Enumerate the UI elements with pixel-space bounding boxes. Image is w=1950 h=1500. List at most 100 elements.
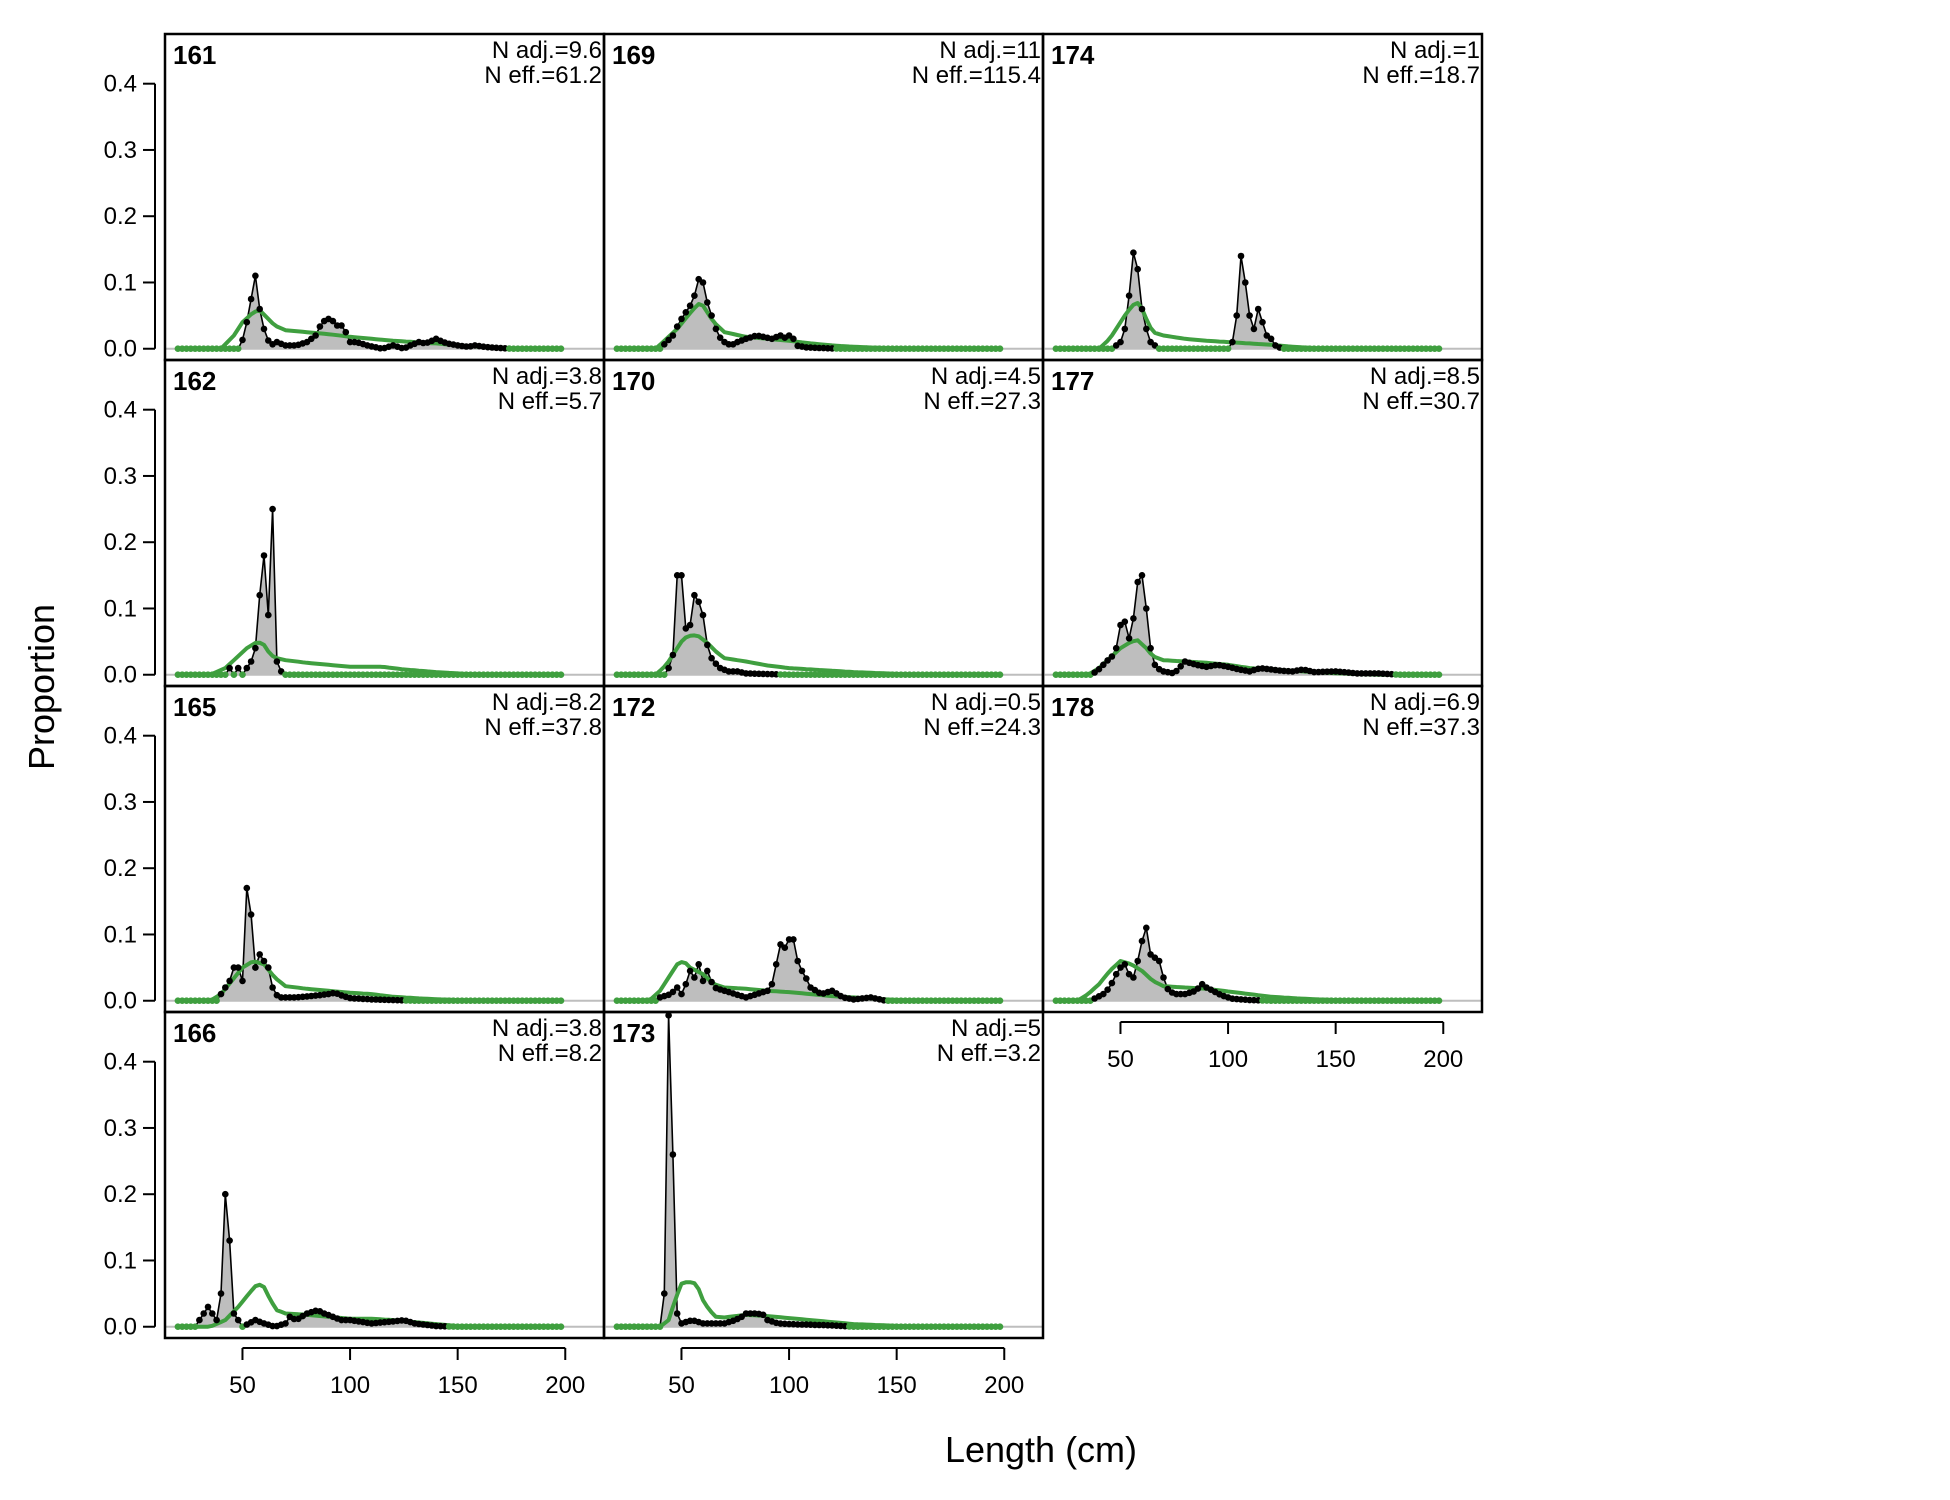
x-tick-label: 100: [330, 1372, 370, 1399]
observed-area: [616, 279, 1000, 349]
data-point: [764, 987, 771, 995]
data-point: [265, 964, 272, 971]
data-point: [673, 323, 681, 330]
panel-162: 162 N adj.=3.8N eff.=5.7: [163, 358, 606, 688]
data-point: [1134, 578, 1141, 586]
panel-169: 169 N adj.=11N eff.=115.4: [602, 32, 1045, 362]
data-point: [1435, 345, 1443, 353]
data-point: [252, 644, 259, 652]
data-point: [1143, 325, 1150, 333]
panel-plot-area: [604, 1012, 1043, 1330]
data-point: [768, 980, 776, 988]
data-point: [1138, 305, 1146, 313]
data-point: [1147, 644, 1154, 652]
data-point: [669, 332, 677, 339]
data-point: [1267, 335, 1275, 343]
panel-plot-area: [1043, 249, 1482, 353]
data-point: [1108, 979, 1116, 987]
data-point: [691, 974, 698, 981]
n-adj-label: N adj.=1: [1390, 37, 1480, 64]
data-point: [708, 654, 715, 662]
data-point: [243, 318, 251, 326]
panel-plot-area: [165, 1190, 604, 1330]
data-point: [273, 658, 281, 665]
data-point: [708, 312, 715, 319]
data-point: [704, 967, 711, 975]
x-tick-label: 50: [1107, 1046, 1134, 1073]
x-tick-label: 200: [545, 1372, 585, 1399]
panel-173: 173 N adj.=5N eff.=3.2: [602, 1010, 1045, 1340]
n-adj-label: N adj.=8.5: [1370, 363, 1480, 390]
data-point: [217, 1290, 225, 1297]
data-point: [239, 977, 246, 985]
panel-id-label: 162: [173, 366, 216, 396]
data-point: [213, 1316, 220, 1324]
n-eff-label: N eff.=8.2: [498, 1040, 602, 1067]
data-point: [1100, 661, 1107, 669]
panel-plot-area: [165, 272, 604, 353]
data-point: [1259, 318, 1266, 326]
data-point: [803, 975, 810, 982]
data-point: [678, 572, 685, 579]
y-tick-label: 0.2: [104, 1181, 137, 1208]
data-point: [673, 984, 681, 991]
data-point: [686, 302, 694, 310]
data-point: [557, 997, 565, 1004]
data-point: [759, 1311, 767, 1319]
data-point: [678, 315, 685, 323]
n-adj-label: N adj.=3.8: [492, 1015, 602, 1042]
data-point: [1242, 279, 1249, 286]
data-point: [234, 664, 242, 672]
data-point: [669, 651, 677, 659]
n-adj-label: N adj.=5: [951, 1015, 1041, 1042]
x-tick-label: 150: [1316, 1046, 1356, 1073]
x-tick-label: 50: [668, 1372, 695, 1399]
data-point: [234, 345, 242, 353]
x-tick-label: 150: [877, 1372, 917, 1399]
n-eff-label: N eff.=18.7: [1362, 62, 1480, 89]
data-point: [691, 292, 698, 300]
panel-frame: [602, 1010, 1045, 1340]
data-point: [247, 911, 255, 918]
y-tick-label: 0.4: [104, 723, 137, 750]
observed-line: [177, 509, 561, 677]
data-point: [1246, 312, 1253, 319]
y-tick-label: 0.4: [104, 1049, 137, 1076]
y-axis-layer: 0.00.10.20.30.40.00.10.20.30.40.00.10.20…: [104, 71, 156, 1341]
n-adj-label: N adj.=0.5: [931, 689, 1041, 716]
data-point: [716, 334, 724, 342]
data-point: [996, 1323, 1004, 1330]
observed-area: [1055, 575, 1439, 675]
data-point: [665, 664, 672, 672]
n-eff-label: N eff.=37.8: [484, 714, 602, 741]
data-point: [329, 317, 337, 325]
data-point: [239, 336, 246, 344]
x-axis-col-1: 50 100 150 200: [229, 1347, 585, 1399]
data-point: [1130, 974, 1137, 981]
data-point: [1254, 305, 1262, 313]
data-point: [682, 309, 690, 316]
data-point: [673, 1310, 681, 1317]
y-axis-row-1: 0.0 0.1 0.2 0.3 0.4: [104, 71, 156, 363]
data-point: [1194, 985, 1202, 992]
panel-plot-area: [604, 572, 1043, 678]
data-point: [1134, 265, 1141, 273]
data-point: [790, 936, 797, 943]
data-point: [686, 621, 694, 629]
data-point: [222, 984, 229, 991]
panel-id-label: 172: [612, 692, 655, 722]
n-eff-label: N eff.=27.3: [923, 388, 1041, 415]
panel-id-label: 166: [173, 1018, 216, 1048]
data-point: [265, 337, 272, 344]
panel-plot-area: [1043, 924, 1482, 1004]
y-tick-label: 0.1: [104, 921, 137, 948]
y-tick-label: 0.2: [104, 855, 137, 882]
y-axis-title: Proportion: [21, 604, 62, 770]
y-tick-label: 0.1: [104, 1247, 137, 1274]
panel-id-label: 178: [1051, 692, 1094, 722]
data-point: [656, 345, 664, 353]
x-axis-layer: 50 100 150 200 50 100 150 200 50 100 150 200: [229, 1021, 1463, 1399]
data-point: [342, 328, 350, 336]
data-point: [1121, 325, 1129, 333]
